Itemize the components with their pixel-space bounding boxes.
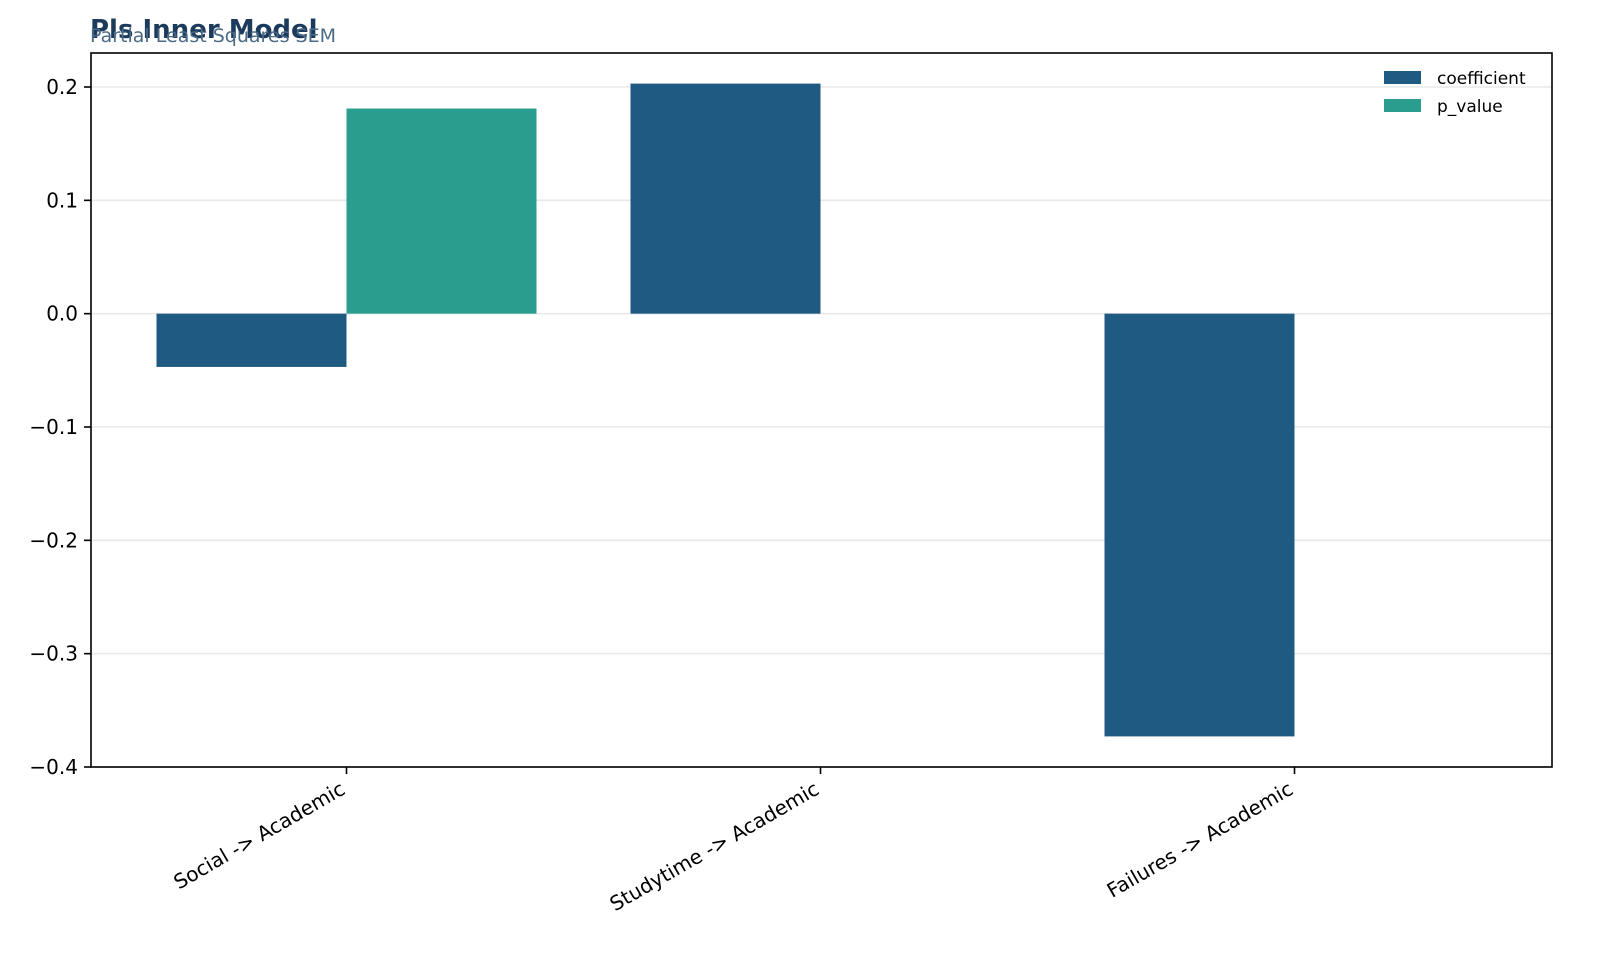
- legend-swatch-p_value: [1384, 99, 1421, 112]
- x-tick-label: Social -> Academic: [169, 777, 349, 895]
- legend-swatch-coefficient: [1384, 71, 1421, 84]
- y-tick-label: 0.0: [46, 302, 78, 326]
- legend: coefficient p_value: [1384, 69, 1526, 117]
- grid-lines: [91, 86, 1552, 768]
- y-tick-label: −0.4: [29, 755, 78, 779]
- y-tick-label: 0.1: [46, 188, 78, 212]
- x-axis: Social -> Academic Studytime -> Academic F…: [169, 767, 1297, 916]
- y-tick-label: −0.1: [29, 415, 78, 439]
- bar-p_value: [346, 108, 537, 314]
- y-tick-label: −0.2: [29, 528, 78, 552]
- x-tick-label: Studytime -> Academic: [606, 777, 823, 916]
- bar-coefficient: [630, 83, 821, 314]
- x-tick-label: Failures -> Academic: [1103, 777, 1297, 903]
- bars: [156, 83, 1295, 737]
- y-tick-label: −0.3: [29, 642, 78, 666]
- bar-coefficient: [1104, 313, 1295, 737]
- y-tick-label: 0.2: [46, 75, 78, 99]
- bar-coefficient: [156, 313, 347, 367]
- legend-label-p_value: p_value: [1437, 97, 1503, 117]
- plot-frame: [90, 52, 1553, 768]
- y-axis: 0.2 0.1 0.0 −0.1 −0.2 −0.3 −0.4: [29, 75, 91, 779]
- chart-title: Pls Inner Model: [90, 15, 318, 45]
- legend-label-coefficient: coefficient: [1437, 69, 1526, 89]
- chart-subtitle: Partial Least Squares SEM: [90, 25, 336, 47]
